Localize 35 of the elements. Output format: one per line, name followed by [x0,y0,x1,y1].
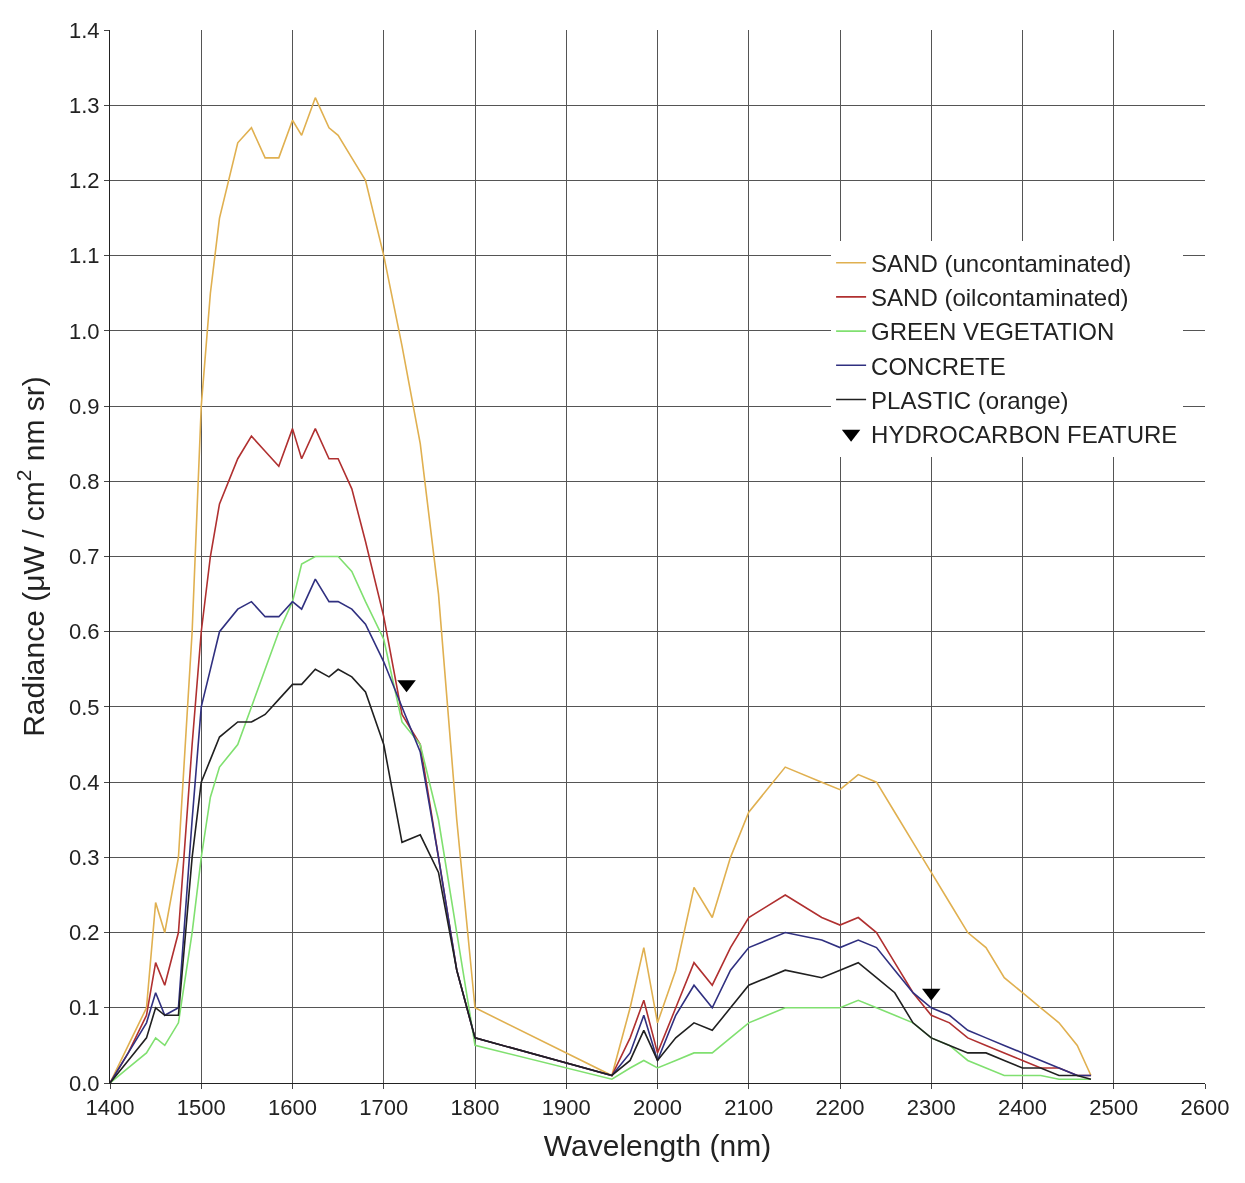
x-tick-label: 1700 [359,1095,409,1121]
x-tick-label: 2500 [1089,1095,1139,1121]
y-tick-label: 0.8 [69,468,100,494]
x-tick-label: 2300 [906,1095,956,1121]
y-tick-label: 1.4 [69,17,100,43]
x-tick-label: 2000 [633,1095,682,1121]
y-tick-label: 1.0 [69,318,100,344]
y-tick-label: 0.3 [69,845,100,871]
y-tick-label: 0.1 [69,995,100,1021]
x-tick-label: 1800 [450,1095,500,1121]
x-tick-label: 2600 [1180,1095,1230,1121]
x-axis-title: Wavelength (nm) [543,1128,772,1162]
legend-label: GREEN VEGETATION [871,318,1115,346]
legend-label: SAND (uncontaminated) [871,250,1132,278]
y-tick-label: 1.2 [69,168,100,194]
y-tick-label: 0.4 [69,769,100,795]
x-tick-label: 1400 [85,1095,135,1121]
x-tick-label: 2400 [998,1095,1047,1121]
legend-label: HYDROCARBON FEATURE [871,421,1178,449]
legend-label: PLASTIC (orange) [871,386,1069,414]
y-tick-label: 1.3 [69,92,100,118]
y-tick-label: 0.2 [69,920,100,946]
y-tick-label: 0.5 [69,694,100,720]
y-tick-label: 0.7 [69,544,100,570]
y-tick-label: 0.9 [69,393,100,419]
legend-label: CONCRETE [871,352,1006,380]
x-tick-label: 2100 [724,1095,774,1121]
x-tick-label: 1600 [268,1095,317,1121]
y-tick-label: 0.0 [69,1070,100,1096]
y-tick-label: 1.1 [69,243,100,269]
y-tick-label: 0.6 [69,619,100,645]
legend-label: SAND (oilcontaminated) [871,284,1129,312]
x-tick-label: 1900 [541,1095,591,1121]
x-tick-label: 1500 [176,1095,226,1121]
x-tick-label: 2200 [815,1095,865,1121]
